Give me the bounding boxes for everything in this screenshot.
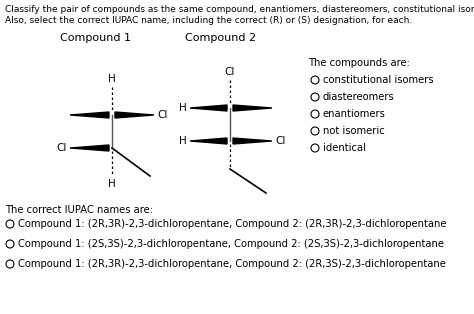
Polygon shape <box>70 145 109 151</box>
Polygon shape <box>70 112 109 118</box>
Text: Cl: Cl <box>157 110 167 120</box>
Text: H: H <box>108 179 116 189</box>
Polygon shape <box>115 112 154 118</box>
Text: not isomeric: not isomeric <box>323 126 385 136</box>
Text: Compound 1: (2R,3R)-2,3-dichloropentane, Compound 2: (2R,3S)-2,3-dichloropentane: Compound 1: (2R,3R)-2,3-dichloropentane,… <box>18 259 446 269</box>
Text: Cl: Cl <box>275 136 285 146</box>
Text: Also, select the correct IUPAC name, including the correct (R) or (S) designatio: Also, select the correct IUPAC name, inc… <box>5 16 412 25</box>
Text: enantiomers: enantiomers <box>323 109 386 119</box>
Text: The correct IUPAC names are:: The correct IUPAC names are: <box>5 205 153 215</box>
Text: Compound 1: (2R,3R)-2,3-dichloropentane, Compound 2: (2R,3R)-2,3-dichloropentane: Compound 1: (2R,3R)-2,3-dichloropentane,… <box>18 219 447 229</box>
Text: constitutional isomers: constitutional isomers <box>323 75 434 85</box>
Text: H: H <box>108 74 116 84</box>
Text: Cl: Cl <box>225 67 235 77</box>
Polygon shape <box>190 138 227 144</box>
Text: Compound 1: Compound 1 <box>60 33 131 43</box>
Polygon shape <box>190 105 227 111</box>
Text: H: H <box>179 136 187 146</box>
Polygon shape <box>233 138 272 144</box>
Text: Classify the pair of compounds as the same compound, enantiomers, diastereomers,: Classify the pair of compounds as the sa… <box>5 5 474 14</box>
Text: diastereomers: diastereomers <box>323 92 395 102</box>
Text: H: H <box>179 103 187 113</box>
Polygon shape <box>233 105 272 111</box>
Text: The compounds are:: The compounds are: <box>308 58 410 68</box>
Text: identical: identical <box>323 143 366 153</box>
Text: Cl: Cl <box>56 143 67 153</box>
Text: Compound 2: Compound 2 <box>185 33 256 43</box>
Text: Compound 1: (2S,3S)-2,3-dichloropentane, Compound 2: (2S,3S)-2,3-dichloropentane: Compound 1: (2S,3S)-2,3-dichloropentane,… <box>18 239 444 249</box>
